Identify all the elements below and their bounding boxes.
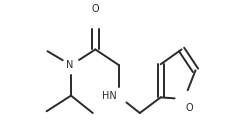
Text: O: O bbox=[186, 103, 194, 113]
Text: HN: HN bbox=[102, 91, 117, 102]
Text: O: O bbox=[92, 4, 99, 14]
Text: N: N bbox=[66, 60, 73, 70]
